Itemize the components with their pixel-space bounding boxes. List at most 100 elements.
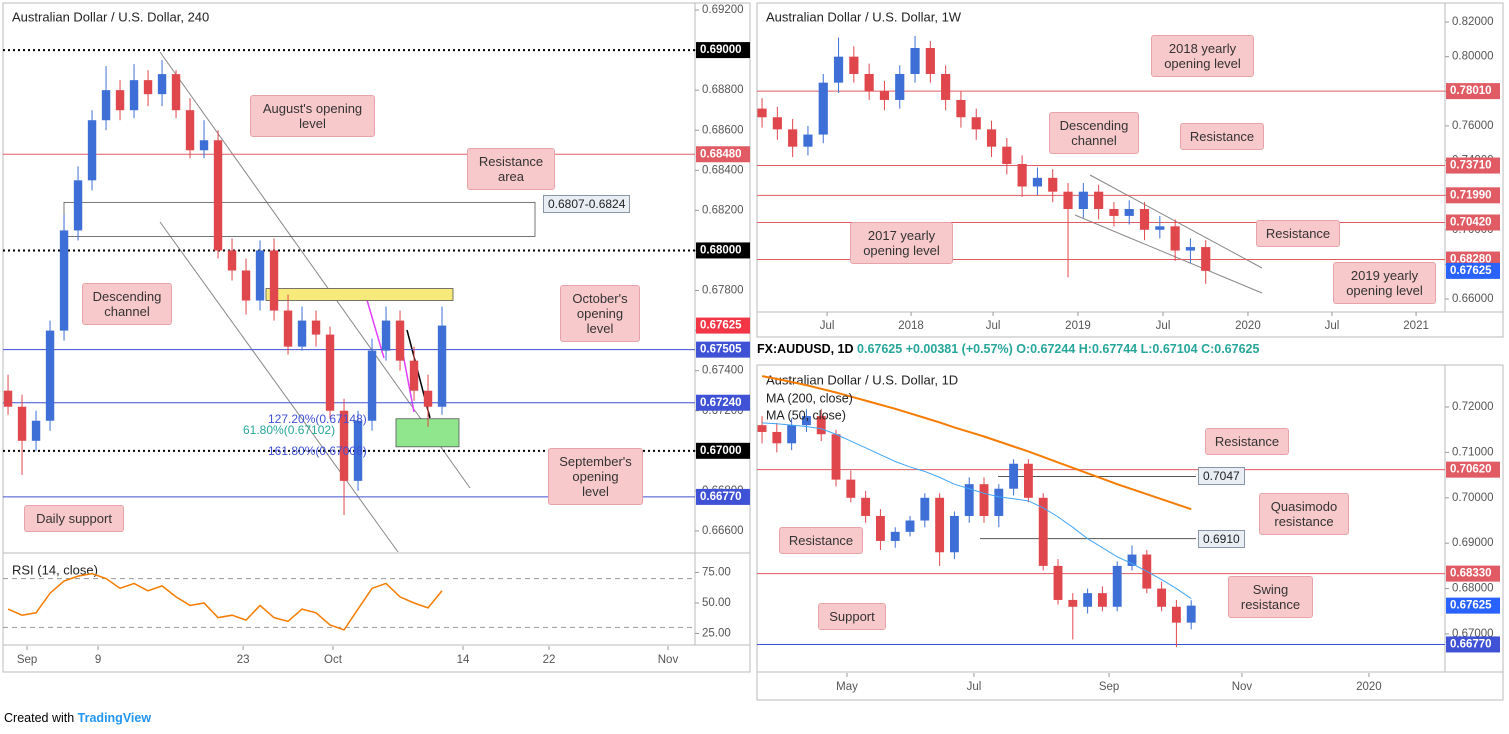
candle-body (1157, 588, 1167, 607)
x-tick-label: Sep (17, 654, 37, 666)
annotation: 2018 yearly opening level (1151, 35, 1254, 77)
candle-body (59, 230, 69, 331)
level-tag-label: 0.73710 (1450, 160, 1492, 172)
level-tag-label: 0.67240 (700, 397, 742, 409)
chart-title: Australian Dollar / U.S. Dollar, 1D (766, 372, 958, 387)
annotation: Resistance (1205, 428, 1289, 455)
candle-body (910, 48, 920, 74)
x-tick-label: 22 (543, 654, 556, 666)
candle-body (199, 140, 209, 151)
candle-body (818, 82, 828, 135)
candle-body (831, 434, 841, 480)
fib-label: 127.20%(0.67148) (268, 412, 367, 426)
level-tag-label: 0.70620 (1450, 464, 1492, 476)
candle-body (1097, 593, 1107, 607)
candle-body (905, 520, 915, 532)
annotation: August's opening level (250, 95, 375, 137)
candle-body (994, 488, 1004, 516)
x-tick-label: Sep (1099, 681, 1119, 693)
level-tag (1446, 461, 1500, 478)
candle-body (1068, 599, 1078, 607)
ma-line (761, 375, 1192, 511)
y-tick-label: 75.00 (702, 566, 731, 578)
brand: TradingView (77, 711, 152, 725)
candle-body (935, 497, 945, 553)
symbol: FX:AUDUSD, 1D (757, 342, 854, 356)
last-price-tag (696, 317, 750, 334)
candle-body (925, 48, 935, 74)
candle-body (1032, 177, 1043, 187)
candle-body (861, 497, 871, 516)
change: +0.00381 (+0.57%) (905, 342, 1013, 356)
y-tick-label: 0.68400 (702, 164, 744, 176)
candle-body (956, 99, 966, 118)
candle-body (949, 515, 959, 553)
panel-frame (2, 2, 751, 673)
annotation: Swing resistance (1228, 576, 1313, 618)
candle-body (73, 180, 83, 231)
last-price: 0.67625 (857, 342, 903, 356)
candle-body (849, 56, 859, 74)
candle-body (227, 250, 237, 271)
level-tag (696, 42, 750, 59)
y-tick-label: 0.68800 (702, 84, 744, 96)
x-tick-label: Jul (820, 320, 835, 332)
candle-body (283, 310, 293, 347)
zone (265, 288, 454, 301)
annotation: Resistance area (467, 148, 555, 190)
y-tick-label: 0.71000 (1452, 446, 1494, 458)
x-tick-label: 2018 (898, 320, 924, 332)
candle-body (1053, 565, 1063, 600)
annotation: Resistance (779, 527, 863, 554)
candle-body (1078, 191, 1088, 209)
candle-body (185, 110, 195, 151)
y-tick-label: 50.00 (702, 597, 731, 609)
y-tick-label: 0.69000 (1452, 537, 1494, 549)
candle-body (1186, 605, 1196, 623)
candle-body (353, 420, 363, 481)
last-price-label: 0.67625 (1450, 600, 1492, 612)
candle-body (213, 140, 223, 251)
candle-body (833, 56, 844, 83)
x-tick-label: Nov (658, 654, 679, 666)
y-tick-label: 0.68600 (702, 124, 744, 136)
candle-body (143, 80, 153, 95)
candle-body (1109, 209, 1119, 216)
level-tag (696, 242, 750, 259)
candle-body (864, 73, 874, 92)
candle-body (895, 73, 905, 100)
candle-body (920, 497, 930, 521)
candle-body (269, 250, 279, 311)
panel-frame (756, 364, 1504, 701)
fib-label: 161.80%(0.67008) (268, 444, 367, 458)
level-tag (1446, 83, 1500, 100)
annotation: 2019 yearly opening level (1333, 262, 1436, 304)
level-tag-label: 0.71990 (1450, 189, 1492, 201)
candle-body (1170, 226, 1180, 251)
candle-body (971, 117, 981, 130)
y-tick-label: 0.68000 (1452, 583, 1494, 595)
annotation: Resistance (1256, 220, 1340, 247)
level-tag-label: 0.68480 (700, 148, 742, 160)
annotation: September's opening level (548, 448, 643, 505)
footer-text: Created with (4, 711, 75, 725)
annotation: 2017 yearly opening level (850, 222, 953, 264)
x-tick-label: Jul (986, 320, 1001, 332)
last-price-tag (1446, 262, 1500, 279)
level-tag (1446, 187, 1500, 204)
candle-body (171, 74, 181, 111)
x-tick-label: 14 (457, 654, 470, 666)
zone (63, 201, 536, 237)
candle-body (31, 420, 41, 441)
symbol-header: FX:AUDUSD, 1D 0.67625 +0.00381 (+0.57%) … (757, 342, 1259, 356)
candle-body (241, 270, 251, 301)
candle-body (367, 350, 377, 421)
candle-body (1139, 209, 1150, 230)
candle-body (1127, 554, 1137, 566)
last-price-tag (1446, 597, 1500, 614)
candle-body (803, 134, 813, 147)
candle-body (846, 479, 856, 498)
level-tag-label: 0.68280 (1450, 254, 1492, 266)
annotation: Daily support (24, 505, 124, 532)
